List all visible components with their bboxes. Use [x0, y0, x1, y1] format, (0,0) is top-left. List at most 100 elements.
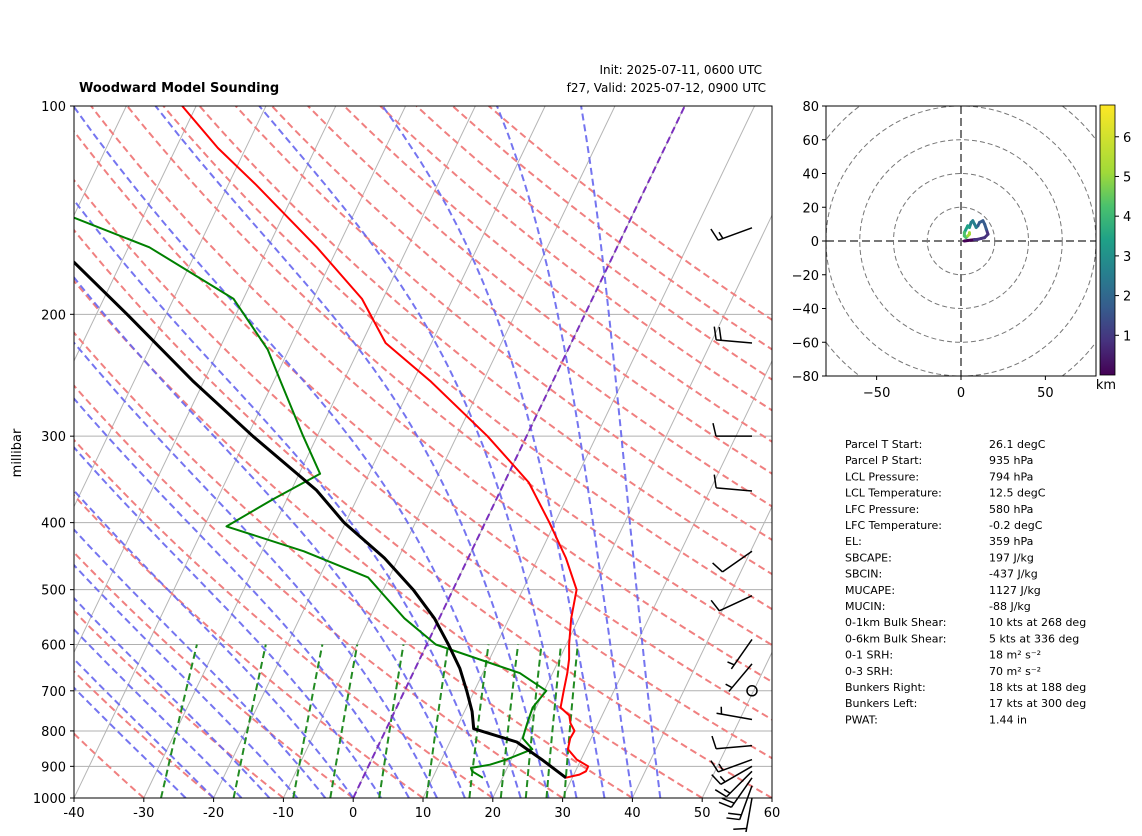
barb-staff	[716, 340, 752, 343]
barb-full	[728, 813, 741, 815]
parameter-value: 197 J/kg	[989, 551, 1034, 564]
hodo-y-tick-label: 20	[802, 201, 819, 216]
barb-full	[711, 229, 718, 240]
wind-barb	[728, 639, 752, 668]
y-tick-label: 800	[41, 725, 66, 740]
parameter-value: 17 kts at 300 deg	[989, 697, 1086, 710]
colorbar-label: km	[1096, 378, 1116, 393]
valid-time: f27, Valid: 2025-07-12, 0900 UTC	[567, 81, 766, 95]
x-tick-label: -30	[133, 806, 154, 821]
barb-full	[713, 563, 723, 572]
dry-adiabat	[19, 106, 842, 798]
isotherm-line	[0, 106, 266, 798]
parameter-label: Bunkers Left:	[845, 697, 917, 710]
wind-barb	[717, 707, 752, 720]
parameter-value: 70 m² s⁻²	[989, 665, 1041, 678]
y-tick-label: 500	[41, 584, 66, 599]
dry-adiabat	[163, 106, 1121, 798]
moist-adiabat	[156, 106, 549, 798]
barb-full	[726, 818, 739, 820]
parameter-label: 0-6km Bulk Shear:	[845, 632, 947, 645]
x-tick-label: -10	[273, 806, 294, 821]
barb-full	[719, 802, 731, 807]
x-tick-label: -40	[63, 806, 84, 821]
isotherm-line	[772, 106, 1104, 798]
parameter-label: LCL Temperature:	[845, 487, 942, 500]
dewpoint-profile	[0, 106, 546, 778]
parameter-label: LFC Pressure:	[845, 503, 919, 516]
barb-staff	[719, 596, 752, 611]
parameter-value: 794 hPa	[989, 470, 1033, 483]
moist-adiabat	[0, 106, 214, 798]
parameter-label: 0-1km Bulk Shear:	[845, 616, 947, 629]
parameter-label: SBCAPE:	[845, 551, 892, 564]
isotherm-line	[632, 106, 964, 798]
parameter-value: 18 kts at 188 deg	[989, 681, 1086, 694]
barb-full	[719, 327, 721, 340]
mixing-ratio-line	[161, 645, 197, 799]
colorbar-tick-label: 2	[1123, 290, 1131, 305]
y-tick-label: 600	[41, 638, 66, 653]
parameter-label: LFC Temperature:	[845, 519, 942, 532]
barb-full	[714, 475, 716, 488]
barb-half	[728, 662, 735, 665]
isotherm-line	[702, 106, 1034, 798]
parameter-value: 1127 J/kg	[989, 584, 1041, 597]
parameter-label: PWAT:	[845, 713, 878, 726]
y-tick-label: 900	[41, 760, 66, 775]
y-tick-label: 700	[41, 685, 66, 700]
barb-staff	[716, 746, 752, 749]
x-tick-label: 10	[415, 806, 432, 821]
x-tick-label: 0	[349, 806, 357, 821]
colorbar-tick-label: 4	[1123, 210, 1131, 225]
barb-half	[726, 684, 732, 687]
wind-barb	[726, 786, 752, 820]
barb-staff	[723, 551, 752, 572]
moist-adiabat	[73, 106, 520, 798]
hodo-y-tick-label: −80	[792, 370, 819, 385]
dry-adiabat	[55, 106, 912, 798]
barb-half	[724, 789, 730, 793]
wind-barb	[711, 228, 752, 240]
colorbar-tick-label: 5	[1123, 170, 1131, 185]
colorbar-tick-label: 1	[1123, 329, 1131, 344]
parameter-label: EL:	[845, 535, 862, 548]
hodo-y-tick-label: −40	[792, 303, 819, 318]
parameter-value: 1.44 in	[989, 713, 1027, 726]
barb-full	[713, 423, 716, 436]
wind-barb	[732, 798, 752, 832]
barb-full	[712, 775, 721, 785]
y-axis-label: millibar	[10, 428, 25, 477]
parameter-label: LCL Pressure:	[845, 470, 919, 483]
isotherm-line	[74, 106, 406, 798]
mixing-ratio-line	[427, 645, 449, 799]
dry-adiabat	[417, 106, 1142, 798]
parameter-label: Parcel P Start:	[845, 454, 922, 467]
y-tick-label: 300	[41, 430, 66, 445]
hodo-y-tick-label: 40	[802, 168, 819, 183]
parameter-label: MUCAPE:	[845, 584, 895, 597]
parameter-value: -88 J/kg	[989, 600, 1031, 613]
parameter-label: MUCIN:	[845, 600, 885, 613]
hodo-x-tick-label: −50	[863, 386, 890, 401]
parameter-label: Parcel T Start:	[845, 438, 922, 451]
parameter-label: 0-3 SRH:	[845, 665, 893, 678]
barb-staff	[731, 639, 752, 668]
parameter-label: SBCIN:	[845, 568, 882, 581]
barb-full	[712, 736, 716, 749]
dry-adiabat	[0, 106, 214, 798]
parameter-value: 580 hPa	[989, 503, 1033, 516]
dry-adiabat	[344, 106, 1142, 798]
x-tick-label: 40	[624, 806, 641, 821]
parameter-value: 5 kts at 336 deg	[989, 632, 1079, 645]
dry-adiabat	[380, 106, 1142, 798]
barb-staff	[746, 798, 752, 832]
hodo-y-tick-label: −60	[792, 336, 819, 351]
barb-staff	[717, 713, 752, 719]
parameter-value: 935 hPa	[989, 454, 1033, 467]
hodo-x-tick-label: 50	[1037, 386, 1054, 401]
y-tick-label: 200	[41, 308, 66, 323]
